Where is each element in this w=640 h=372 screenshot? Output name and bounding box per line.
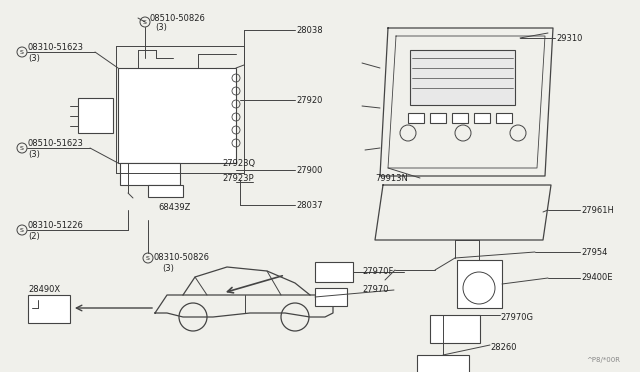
Text: S: S <box>143 19 147 25</box>
Text: 27900: 27900 <box>296 166 323 174</box>
Text: 08510-51623: 08510-51623 <box>28 138 84 148</box>
Bar <box>496 113 512 123</box>
Text: S: S <box>146 256 150 260</box>
Text: ^P8/*00R: ^P8/*00R <box>586 357 620 363</box>
Text: 28490X: 28490X <box>28 285 60 295</box>
Text: 08310-51623: 08310-51623 <box>28 42 84 51</box>
Bar <box>430 113 446 123</box>
Bar <box>417 355 469 372</box>
Bar <box>452 113 468 123</box>
Text: S: S <box>20 145 24 151</box>
Bar <box>408 113 424 123</box>
Text: 27920: 27920 <box>296 96 323 105</box>
Text: S: S <box>20 228 24 232</box>
Bar <box>315 262 353 282</box>
Text: 27961H: 27961H <box>581 205 614 215</box>
Text: 08510-50826: 08510-50826 <box>150 13 206 22</box>
Bar <box>78 98 113 133</box>
Text: 29310: 29310 <box>556 33 582 42</box>
Bar <box>315 288 347 306</box>
Text: (3): (3) <box>162 263 174 273</box>
Bar <box>474 113 490 123</box>
Text: (3): (3) <box>28 54 40 62</box>
Text: S: S <box>20 49 24 55</box>
Text: 27923Q: 27923Q <box>222 158 255 167</box>
Bar <box>410 50 515 105</box>
Bar <box>120 163 180 185</box>
Text: 28260: 28260 <box>490 343 516 353</box>
Text: 29400E: 29400E <box>581 273 612 282</box>
Text: 79913N: 79913N <box>375 173 408 183</box>
Text: 08310-50826: 08310-50826 <box>154 253 210 263</box>
Text: 27970G: 27970G <box>500 314 533 323</box>
Text: (3): (3) <box>155 22 167 32</box>
Text: 27970: 27970 <box>362 285 388 295</box>
Bar <box>430 315 480 343</box>
Text: (3): (3) <box>28 150 40 158</box>
Text: 27923P: 27923P <box>222 173 253 183</box>
Text: 68439Z: 68439Z <box>158 202 190 212</box>
Text: 27954: 27954 <box>581 247 607 257</box>
Text: 08310-51226: 08310-51226 <box>28 221 84 230</box>
Text: 28038: 28038 <box>296 26 323 35</box>
Text: 28037: 28037 <box>296 201 323 209</box>
Bar <box>148 185 183 197</box>
Bar <box>118 68 236 163</box>
Text: 27970F: 27970F <box>362 267 394 276</box>
Bar <box>28 295 70 323</box>
Bar <box>457 260 502 308</box>
Text: (2): (2) <box>28 231 40 241</box>
